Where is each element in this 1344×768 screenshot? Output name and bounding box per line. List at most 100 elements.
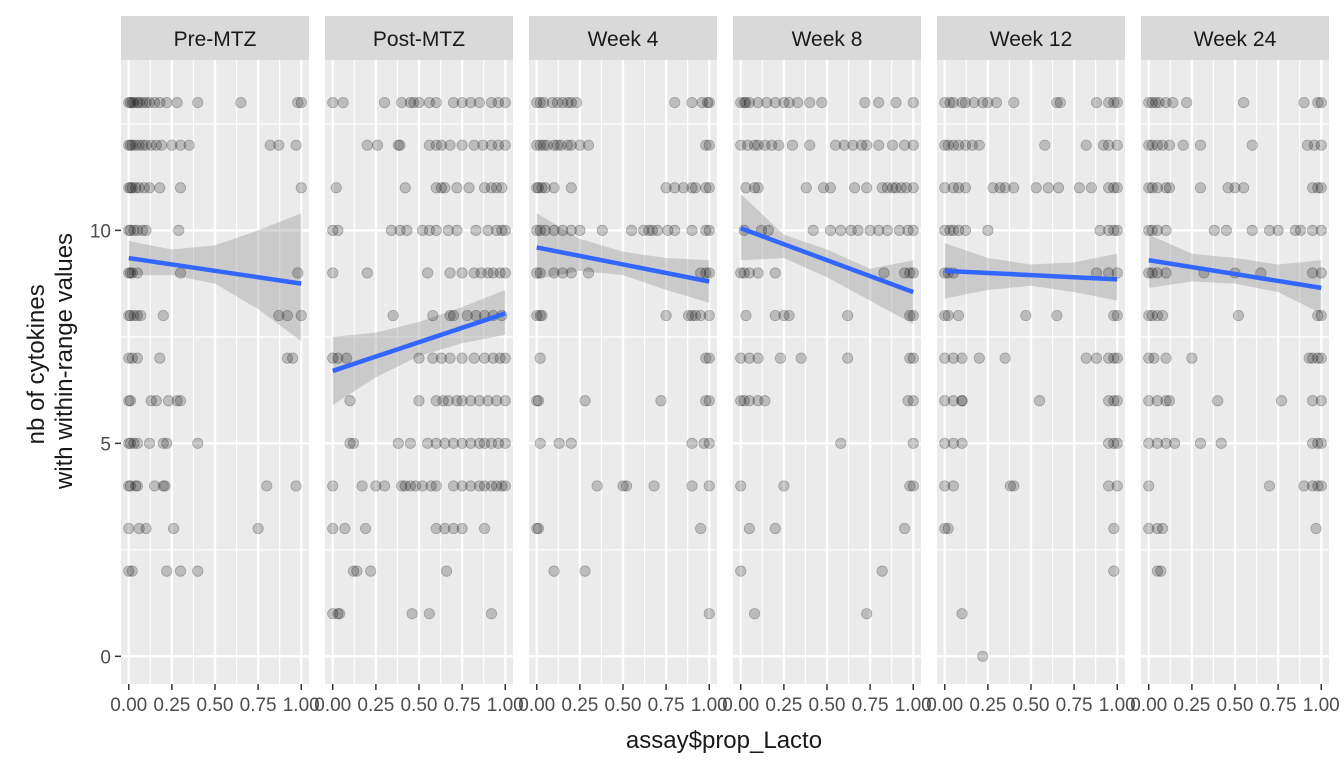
data-point [703,395,715,407]
data-point [485,480,498,492]
data-point [130,139,142,151]
data-point [956,352,968,364]
facet-panels: Pre-MTZ 0.00 0.25 0.50 0.75 1.00 Post-MTZ 0.00 0… [110,16,1340,716]
data-point [1051,96,1063,109]
data-point [456,522,468,535]
data-point [947,352,959,364]
data-point [487,267,499,279]
data-point [531,224,543,236]
data-point [1108,522,1120,535]
data-point [907,96,919,109]
data-point [743,395,755,407]
data-point [123,565,135,577]
data-point [952,309,965,322]
data-point [154,352,166,364]
data-point [959,139,972,151]
data-point [902,224,914,236]
data-point [942,139,954,151]
data-point [123,437,135,449]
data-point [947,437,959,449]
data-point [499,480,511,492]
data-point [281,352,294,364]
data-point [1111,96,1123,109]
data-point [1008,182,1020,194]
data-point [1146,182,1158,194]
data-point [861,182,873,194]
data-point [447,96,460,109]
data-point [394,224,406,236]
data-point [337,96,349,109]
data-point [499,395,511,407]
data-point [470,224,482,236]
data-point [947,480,959,492]
data-point [669,182,681,194]
data-point [952,182,965,194]
data-point [463,182,475,194]
data-point [881,182,893,194]
data-point [1143,395,1155,407]
data-point [845,224,857,236]
data-point [1103,480,1115,492]
data-point [873,96,885,109]
data-point [994,182,1006,194]
data-point [1289,224,1301,236]
facet-strip [937,16,1125,60]
data-point [174,182,187,194]
data-point [273,139,285,151]
data-point [548,182,560,194]
data-point [365,565,377,577]
data-point [1160,96,1172,109]
data-point [855,139,868,151]
data-point [1034,395,1046,407]
data-point [800,182,812,194]
data-point [579,565,591,577]
data-point [174,139,187,151]
facet-panel: Week 4 0.00 0.25 0.50 0.75 1.00 [518,16,728,716]
data-point [947,224,959,236]
data-point [487,352,499,364]
data-point [835,224,847,236]
data-point [192,565,204,577]
data-point [1307,267,1319,279]
data-point [392,139,404,151]
data-point [499,139,511,151]
data-point [686,224,698,236]
data-point [292,267,304,279]
data-point [638,224,650,236]
facet-panel: Week 8 0.00 0.25 0.50 0.75 1.00 [722,16,932,716]
data-point [743,267,755,279]
data-point [423,96,435,109]
data-point [1238,182,1250,194]
data-point [773,139,785,151]
data-point [538,139,550,151]
data-point [904,267,916,279]
data-point [123,139,135,151]
data-point [947,395,959,407]
data-point [876,565,888,577]
data-point [491,480,503,492]
data-point [817,182,830,194]
data-point [548,224,560,236]
data-point [982,224,994,236]
data-point [873,139,885,151]
data-point [565,224,577,236]
data-point [774,352,787,364]
x-tick-label: 0.00 [110,695,147,716]
data-point [491,224,503,236]
x-tick-label: 0.50 [197,695,234,716]
data-point [1208,224,1220,236]
data-point [895,182,907,194]
data-point [135,309,147,322]
data-point [1177,139,1189,151]
data-point [465,395,477,407]
facet-strip [121,16,309,60]
data-point [133,182,145,194]
data-point [174,395,187,407]
data-point [1148,352,1160,364]
data-point [904,352,916,364]
data-point [478,182,491,194]
data-point [968,96,980,109]
data-point [396,96,408,109]
data-point [372,139,384,151]
data-point [648,480,660,492]
